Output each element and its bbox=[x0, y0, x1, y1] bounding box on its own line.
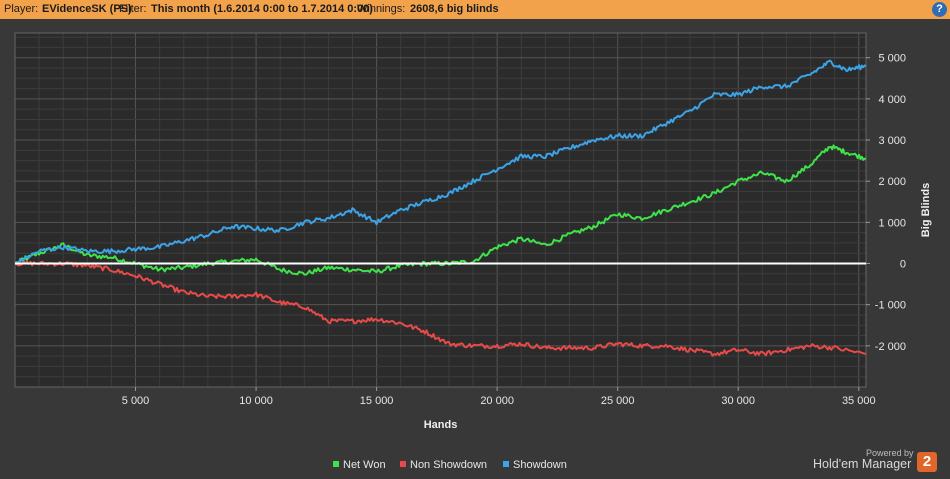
y-tick-label: -1 000 bbox=[875, 300, 906, 312]
powered-by-label: Powered by bbox=[866, 448, 914, 458]
legend-swatch-net-won bbox=[333, 461, 339, 467]
plot-area bbox=[15, 33, 866, 387]
x-tick-label: 5 000 bbox=[122, 395, 150, 407]
y-tick-label: 3 000 bbox=[878, 135, 906, 147]
product-logo-icon: 2 bbox=[917, 452, 937, 472]
y-tick-label: 2 000 bbox=[878, 176, 906, 188]
series-line-showdown bbox=[14, 59, 867, 265]
legend-label-non-showdown: Non Showdown bbox=[410, 459, 487, 471]
help-icon[interactable]: ? bbox=[932, 2, 947, 17]
filter-value: This month (1.6.2014 0:00 to 1.7.2014 0:… bbox=[151, 3, 373, 15]
y-axis-title: Big Blinds bbox=[920, 183, 932, 237]
legend-swatch-non-showdown bbox=[400, 461, 406, 467]
grid-lines bbox=[15, 33, 866, 388]
header-bar: Player: EVidenceSK (PS) Filter: This mon… bbox=[0, 0, 950, 19]
winnings-graph: 5 000 10 000 15 000 20 000 25 000 30 000 35 00… bbox=[14, 32, 932, 471]
filter-label: Filter: bbox=[119, 3, 147, 15]
series-line-net-won bbox=[14, 144, 867, 276]
winnings-value: 2608,6 big blinds bbox=[410, 3, 499, 15]
x-tick-label: 20 000 bbox=[480, 395, 514, 407]
y-tick-label: 5 000 bbox=[878, 53, 906, 65]
x-tick-label: 15 000 bbox=[360, 395, 394, 407]
legend-label-showdown: Showdown bbox=[513, 459, 567, 471]
x-tick-label: 35 000 bbox=[842, 395, 876, 407]
y-tick-label: -2 000 bbox=[875, 341, 906, 353]
x-axis-title: Hands bbox=[424, 419, 458, 431]
x-tick-label: 25 000 bbox=[601, 395, 635, 407]
x-tick-label: 30 000 bbox=[721, 395, 755, 407]
product-name: Hold'em Manager bbox=[813, 457, 912, 471]
series-line-non-showdown bbox=[14, 260, 867, 357]
player-value: EVidenceSK (PS) bbox=[42, 3, 132, 15]
legend-label-net-won: Net Won bbox=[343, 459, 386, 471]
y-tick-label: 0 bbox=[900, 259, 906, 271]
x-tick-label: 10 000 bbox=[239, 395, 273, 407]
player-label: Player: bbox=[4, 3, 39, 15]
plot-frame bbox=[14, 32, 867, 388]
winnings-label: Winnings: bbox=[357, 3, 406, 15]
y-tick-label: 4 000 bbox=[878, 94, 906, 106]
y-tick-label: 1 000 bbox=[878, 217, 906, 229]
legend-swatch-showdown bbox=[503, 461, 509, 467]
